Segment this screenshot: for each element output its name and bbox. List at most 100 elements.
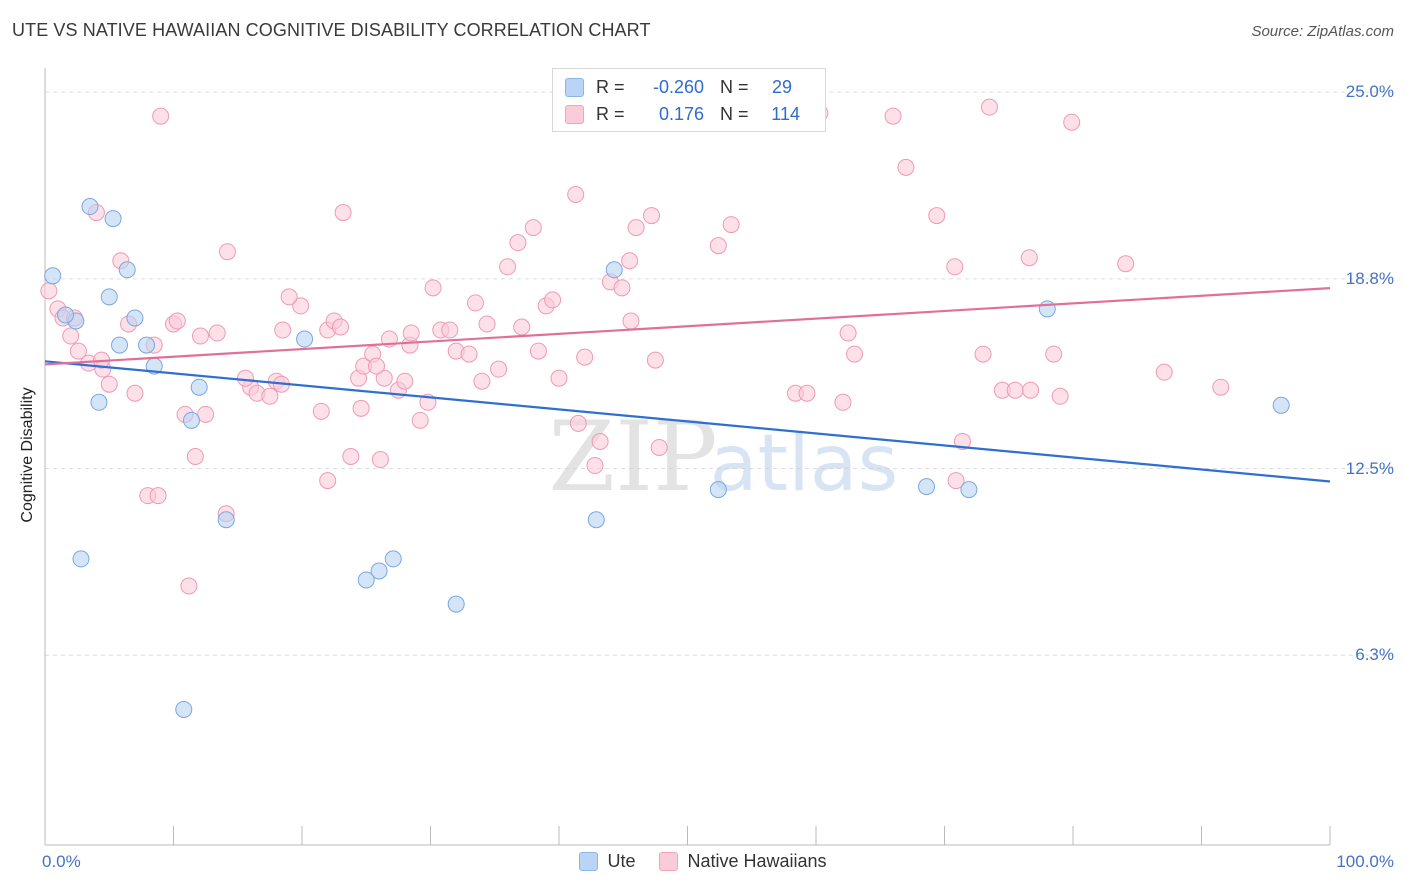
legend: Ute Native Hawaiians [0, 851, 1406, 872]
native-hawaiian-point [709, 237, 727, 255]
native-hawaiian-point [586, 457, 604, 475]
legend-item-ute[interactable]: Ute [579, 851, 635, 872]
native-hawaiian-point [368, 357, 386, 375]
native-hawaiian-point [576, 348, 594, 366]
native-hawaiian-point [846, 345, 864, 363]
native-hawaiian-point [646, 351, 664, 369]
ute-point [370, 562, 388, 580]
native-hawaiian-point [1117, 255, 1135, 273]
native-hawaiian-point [544, 291, 562, 309]
native-hawaiian-point [591, 432, 609, 450]
ute-trend-line [44, 360, 1331, 483]
native-hawaiian-point [319, 472, 337, 490]
native-hawaiian-point [441, 321, 459, 339]
native-hawaiian-point [261, 387, 279, 405]
native-hawaiian-point [798, 384, 816, 402]
native-hawaiian-point [622, 312, 640, 330]
native-hawaiian-point [396, 372, 414, 390]
stats-row-ute: R = -0.260 N = 29 [565, 74, 792, 100]
native-hawaiian-point [897, 158, 915, 176]
ute-point [447, 595, 465, 613]
trend-layer [44, 287, 1331, 483]
native-hawaiian-point [292, 297, 310, 315]
native-hawaiian-r-label: R = [596, 103, 625, 124]
ute-point [81, 198, 99, 216]
native-hawaiian-point [168, 312, 186, 330]
legend-native-hawaiians-swatch [659, 852, 679, 871]
ute-point [918, 478, 936, 496]
ute-point [138, 336, 156, 354]
native-hawaiian-point [946, 258, 964, 276]
native-hawaiian-point [953, 432, 971, 450]
x-tick-label-max: 100.0% [1336, 852, 1394, 871]
native-hawaiian-point [627, 219, 645, 237]
native-hawaiian-point [375, 369, 393, 387]
native-hawaiian-point [834, 393, 852, 411]
ute-point [357, 571, 375, 589]
native-hawaiian-point [180, 577, 198, 595]
ute-point [104, 210, 122, 228]
ute-point [296, 330, 314, 348]
ute-point [72, 550, 90, 568]
native-hawaiian-point [424, 279, 442, 297]
native-hawaiian-point [40, 282, 58, 300]
ute-point [57, 306, 75, 324]
native-hawaiian-n-value: 114 [771, 103, 800, 124]
ute-point [126, 309, 144, 327]
native-hawaiian-point [569, 414, 587, 432]
ute-point [1272, 396, 1290, 414]
native-hawaiian-point [1212, 378, 1230, 396]
native-hawaiian-point [312, 402, 330, 420]
y-tick-label: 12.5% [1345, 458, 1394, 478]
native-hawaiian-point [1006, 381, 1024, 399]
native-hawaiian-point [928, 207, 946, 225]
native-hawaiian-point [69, 342, 87, 360]
ute-point [960, 481, 978, 499]
native-hawaiian-point [126, 384, 144, 402]
native-hawaiian-point [342, 448, 360, 465]
native-hawaiian-point [152, 107, 170, 125]
ute-point [182, 411, 200, 429]
native-hawaiian-point [490, 360, 508, 378]
native-hawaiian-point [499, 258, 517, 276]
native-hawaiian-point [1022, 381, 1040, 399]
native-hawaiian-point [509, 234, 527, 252]
correlation-stats-box: R = -0.260 N = 29 R = 0.176 N = 114 [552, 68, 826, 132]
native-hawaiian-point [524, 219, 542, 237]
native-hawaiian-point [332, 318, 350, 336]
native-hawaiian-n-label: N = [720, 103, 749, 124]
native-hawaiian-point [1020, 249, 1038, 267]
native-hawaiian-point [643, 207, 661, 225]
y-tick-label: 25.0% [1345, 82, 1394, 102]
ute-point [44, 267, 62, 285]
native-hawaiian-point [473, 372, 491, 390]
native-hawaiian-point [513, 318, 531, 336]
ute-swatch [565, 77, 584, 97]
ute-n-label: N = [720, 76, 749, 97]
native-hawaiian-point [411, 411, 429, 429]
native-hawaiian-point [334, 204, 352, 222]
y-tick-label: 6.3% [1355, 645, 1394, 665]
ute-point [118, 261, 136, 279]
native-hawaiian-point [947, 472, 965, 490]
native-hawaiian-point [62, 327, 80, 345]
ute-point [190, 378, 208, 396]
native-hawaiian-point [884, 107, 902, 125]
ute-point [217, 511, 235, 529]
native-hawaiian-point [460, 345, 478, 363]
native-hawaiian-point [550, 369, 568, 387]
native-hawaiian-point [974, 345, 992, 363]
y-axis-label: Cognitive Disability [19, 387, 36, 523]
native-hawaiian-swatch [565, 104, 584, 124]
native-hawaiian-point [1155, 363, 1173, 381]
native-hawaiian-point [478, 315, 496, 333]
legend-ute-label: Ute [607, 851, 636, 871]
native-hawaiian-point [100, 375, 118, 393]
native-hawaiian-point [466, 294, 484, 312]
stats-row-native-hawaiian: R = 0.176 N = 114 [565, 101, 800, 127]
x-tick-label-min: 0.0% [42, 852, 81, 871]
native-hawaiian-point [149, 487, 167, 505]
legend-item-native-hawaiians[interactable]: Native Hawaiians [659, 851, 827, 872]
ute-point [384, 550, 402, 568]
native-hawaiian-point [191, 327, 209, 345]
